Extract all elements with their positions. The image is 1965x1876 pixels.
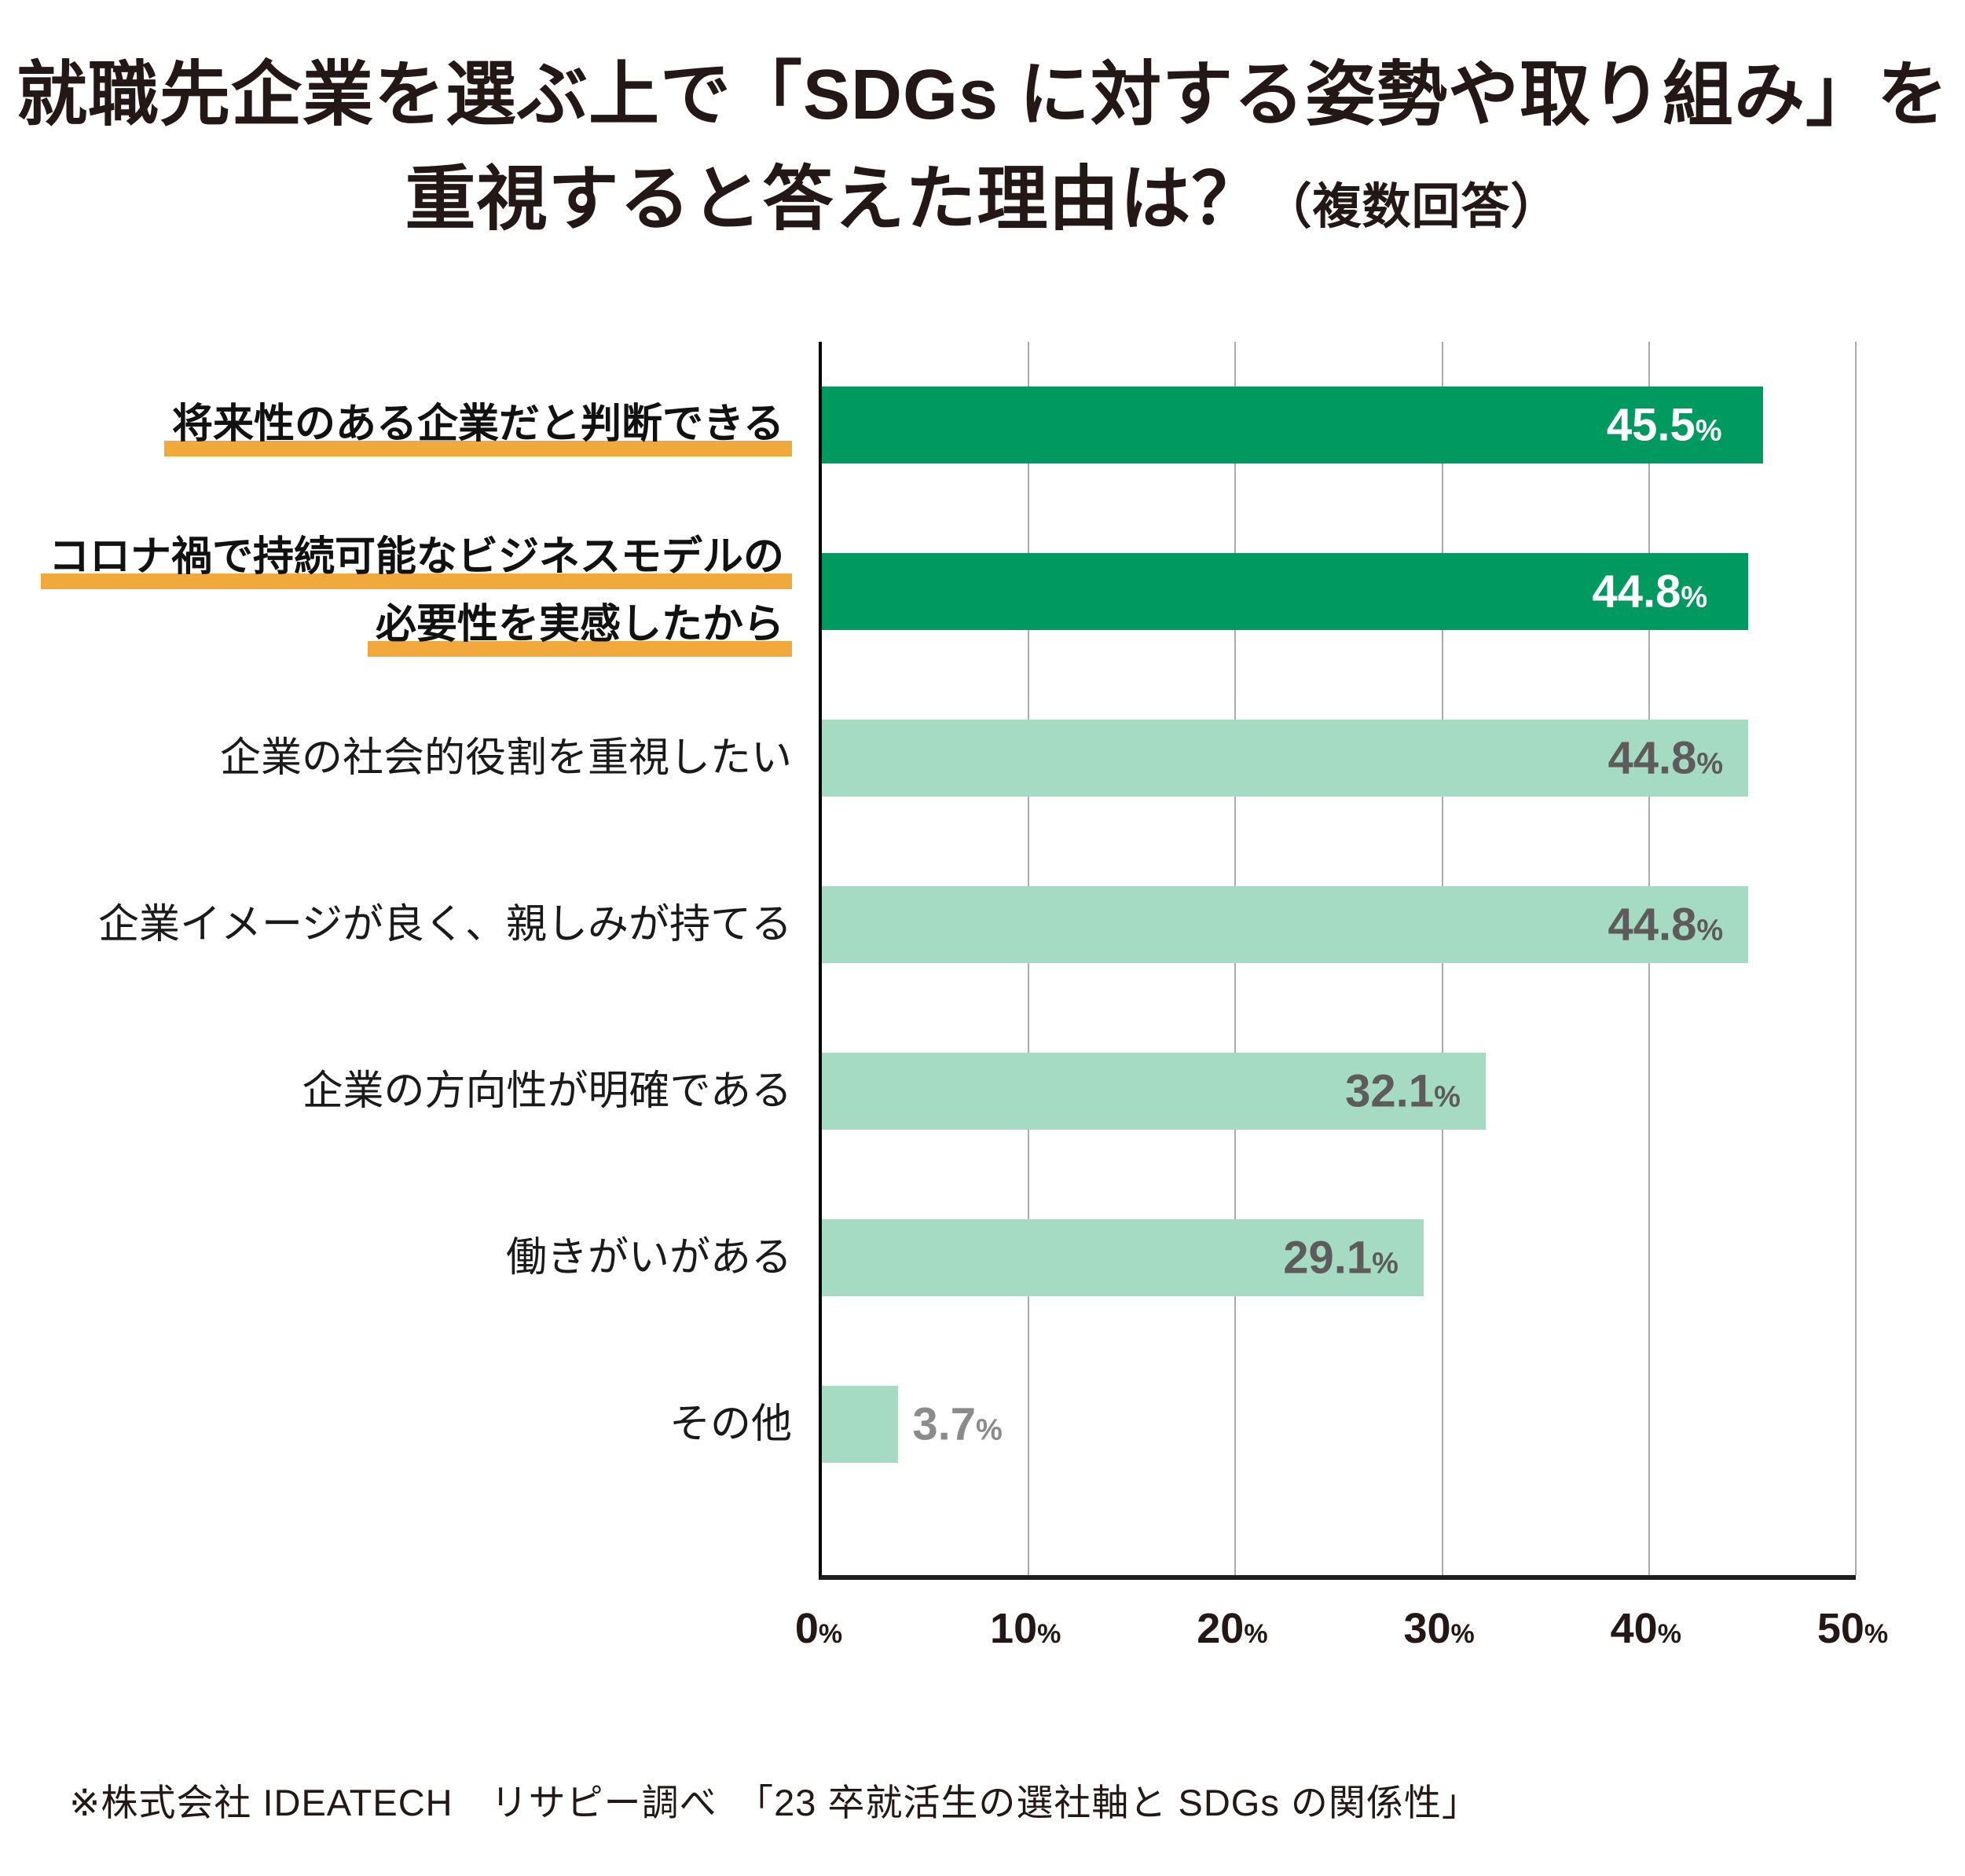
bar: 45.5% bbox=[822, 387, 1763, 464]
bar-row: 45.5% bbox=[822, 342, 1856, 508]
bar-value: 45.5% bbox=[1606, 399, 1722, 451]
title-line-2: 重視すると答えた理由は？（複数回答） bbox=[0, 157, 1965, 242]
category-label: コロナ禍で持続可能なビジネスモデルの 必要性を実感したから bbox=[0, 508, 792, 675]
category-label-line: 企業の社会的役割を重視したい bbox=[219, 735, 792, 781]
category-label-line: 企業イメージが良く、親しみが持てる bbox=[98, 902, 792, 947]
bar: 32.1% bbox=[822, 1053, 1486, 1130]
bar-value: 44.8% bbox=[1608, 732, 1724, 784]
category-label-line: その他 bbox=[669, 1402, 792, 1447]
bar: 44.8% bbox=[822, 553, 1749, 630]
plot-area: 45.5% 44.8% 44.8% 44.8% 32.1% 29.1% 3.7% bbox=[819, 342, 1857, 1580]
category-label: 働きがいがある bbox=[0, 1174, 792, 1341]
category-label: 将来性のある企業だと判断できる bbox=[0, 342, 792, 508]
x-tick-label: 0% bbox=[794, 1605, 843, 1652]
bar-value: 44.8% bbox=[1592, 566, 1708, 617]
bar-row: 44.8% bbox=[822, 508, 1856, 675]
category-label-line: 必要性を実感したから bbox=[368, 594, 792, 657]
chart-title: 就職先企業を選ぶ上で「SDGs に対する姿勢や取り組み」を 重視すると答えた理由… bbox=[0, 46, 1965, 242]
bar: 29.1% bbox=[822, 1219, 1424, 1296]
source-note: ※株式会社 IDEATECH リサピー調べ 「23 卒就活生の選社軸と SDGs… bbox=[69, 1782, 1479, 1823]
bar-value: 32.1% bbox=[1345, 1065, 1461, 1117]
x-tick-label: 30% bbox=[1403, 1605, 1475, 1652]
bar: 44.8% bbox=[822, 720, 1749, 797]
category-label: 企業の社会的役割を重視したい bbox=[0, 675, 792, 841]
category-label-line: 働きがいがある bbox=[505, 1235, 792, 1281]
bar-value: 44.8% bbox=[1608, 899, 1724, 951]
bar: 44.8% bbox=[822, 886, 1749, 963]
bar-row: 32.1% bbox=[822, 1008, 1856, 1174]
title-line-2-main: 重視すると答えた理由は？ bbox=[405, 159, 1263, 239]
bar-row: 44.8% bbox=[822, 675, 1856, 841]
bar-row: 44.8% bbox=[822, 841, 1856, 1008]
bar-value: 29.1% bbox=[1283, 1232, 1399, 1284]
bar bbox=[822, 1386, 899, 1463]
category-label: 企業の方向性が明確である bbox=[0, 1008, 792, 1174]
x-tick-label: 10% bbox=[990, 1605, 1061, 1652]
category-label-line: 企業の方向性が明確である bbox=[302, 1068, 792, 1114]
x-tick-label: 50% bbox=[1817, 1605, 1889, 1652]
category-label-line: コロナ禍で持続可能なビジネスモデルの bbox=[41, 526, 792, 589]
category-label: その他 bbox=[0, 1341, 792, 1508]
x-tick-label: 40% bbox=[1610, 1605, 1681, 1652]
category-label-line: 将来性のある企業だと判断できる bbox=[164, 394, 792, 456]
bar-row: 29.1% bbox=[822, 1174, 1856, 1341]
title-line-1: 就職先企業を選ぶ上で「SDGs に対する姿勢や取り組み」を bbox=[16, 56, 1949, 134]
bar-row: 3.7% bbox=[822, 1341, 1856, 1508]
title-note: （複数回答） bbox=[1263, 179, 1560, 234]
gridline bbox=[1855, 342, 1857, 1575]
x-axis: 0% 10% 20% 30% 40% 50% bbox=[795, 1604, 1888, 1675]
category-label: 企業イメージが良く、親しみが持てる bbox=[0, 841, 792, 1008]
bar-value: 3.7% bbox=[912, 1398, 1003, 1450]
category-labels: 将来性のある企業だと判断できるコロナ禍で持続可能なビジネスモデルの 必要性を実感し… bbox=[0, 342, 819, 1575]
x-tick-label: 20% bbox=[1197, 1605, 1268, 1652]
